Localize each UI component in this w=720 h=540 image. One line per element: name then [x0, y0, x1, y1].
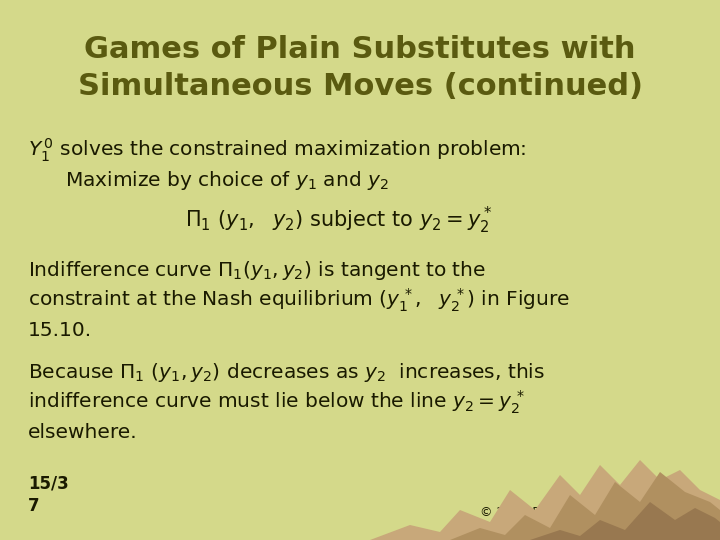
- Polygon shape: [450, 472, 720, 540]
- Text: Because $\Pi_1\ (y_1, y_2)$ decreases as $y_2$  increases, this: Because $\Pi_1\ (y_1, y_2)$ decreases as…: [28, 361, 545, 383]
- Text: $\Pi_1\ (y_1,\ \ y_2)$ subject to $y_2 = y_2^*$: $\Pi_1\ (y_1,\ \ y_2)$ subject to $y_2 =…: [185, 205, 492, 235]
- Text: elsewhere.: elsewhere.: [28, 422, 138, 442]
- Text: © 2009 Pearson Education Canada: © 2009 Pearson Education Canada: [480, 505, 700, 518]
- Text: constraint at the Nash equilibrium $(y_1^{\,*},\ \ y_2^{\,*})$ in Figure: constraint at the Nash equilibrium $(y_1…: [28, 286, 570, 314]
- Polygon shape: [370, 460, 720, 540]
- Text: 15/3
7: 15/3 7: [28, 475, 68, 515]
- Text: Indifference curve $\Pi_1(y_1, y_2)$ is tangent to the: Indifference curve $\Pi_1(y_1, y_2)$ is …: [28, 259, 486, 281]
- Polygon shape: [530, 502, 720, 540]
- Text: Games of Plain Substitutes with
Simultaneous Moves (continued): Games of Plain Substitutes with Simultan…: [78, 35, 642, 101]
- Text: indifference curve must lie below the line $y_2 = y_2^{\,*}$: indifference curve must lie below the li…: [28, 388, 525, 416]
- Text: Maximize by choice of $y_1$ and $y_2$: Maximize by choice of $y_1$ and $y_2$: [65, 168, 389, 192]
- Text: 15.10.: 15.10.: [28, 321, 92, 340]
- Text: $Y_1^{\,0}$ solves the constrained maximization problem:: $Y_1^{\,0}$ solves the constrained maxim…: [28, 136, 526, 164]
